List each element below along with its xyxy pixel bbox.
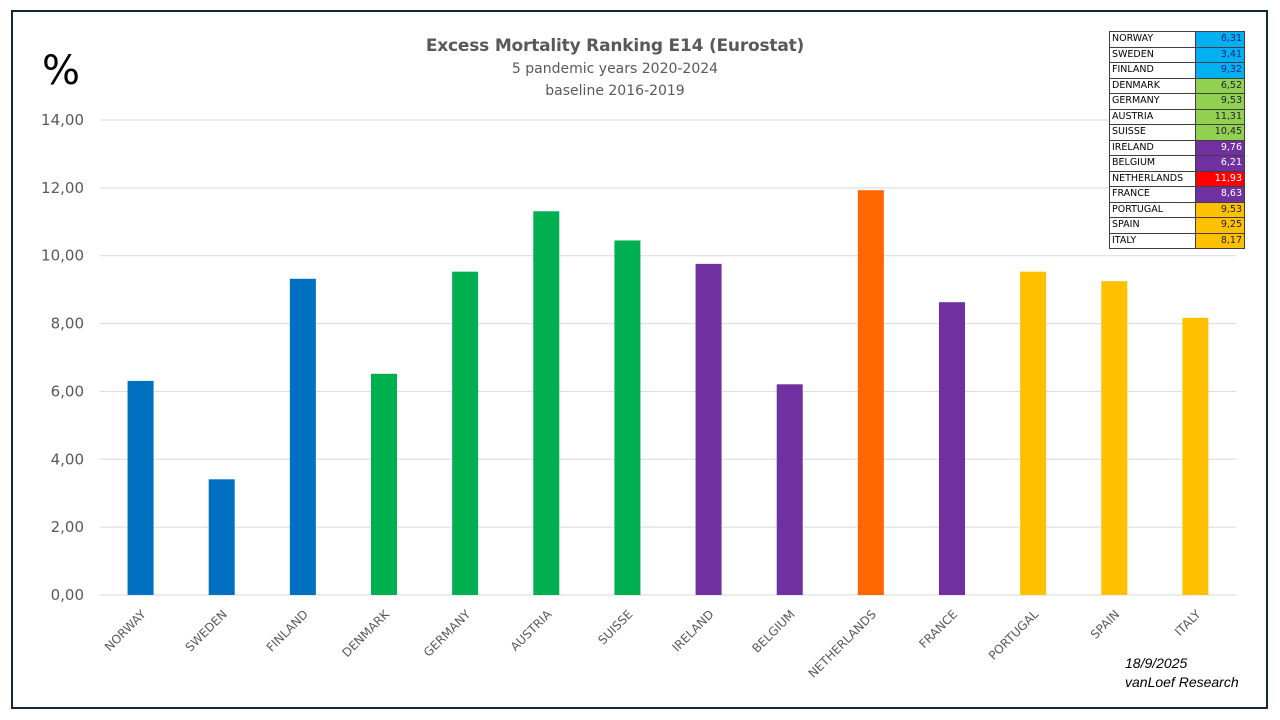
x-tick-label: AUSTRIA xyxy=(508,607,555,654)
legend-row: AUSTRIA 11,31 xyxy=(1109,108,1245,125)
legend-value: 8,17 xyxy=(1195,232,1245,249)
x-axis-ticks: NORWAY SWEDEN FINLAND DENMARK GERMANY AUSTRIA… xyxy=(102,606,1204,680)
bar-france xyxy=(939,302,965,595)
legend-value: 3,41 xyxy=(1195,46,1245,63)
legend-value: 10,45 xyxy=(1195,124,1245,141)
footer-author: vanLoef Research xyxy=(1125,674,1239,690)
legend-country: SWEDEN xyxy=(1109,46,1196,63)
legend-row: NETHERLANDS 11,93 xyxy=(1109,170,1245,187)
legend-value: 6,52 xyxy=(1195,77,1245,94)
legend-value: 6,21 xyxy=(1195,155,1245,172)
y-axis-unit-label: % xyxy=(42,48,81,94)
legend-table: NORWAY 6,31 SWEDEN 3,41 FINLAND 9,32 DENMARK 6,… xyxy=(1109,31,1245,249)
legend-country: SPAIN xyxy=(1109,217,1196,234)
legend-row: IRELAND 9,76 xyxy=(1109,139,1245,156)
legend-value: 9,53 xyxy=(1195,201,1245,218)
legend-value: 9,32 xyxy=(1195,62,1245,79)
bar-ireland xyxy=(695,263,722,595)
legend-country: FINLAND xyxy=(1109,62,1196,79)
x-tick-label: SWEDEN xyxy=(183,607,230,654)
legend-country: DENMARK xyxy=(1109,77,1196,94)
y-axis-ticks: 0,00 2,00 4,00 6,00 8,00 10,00 12,00 14,00 xyxy=(41,111,84,604)
legend-country: SUISSE xyxy=(1109,124,1196,141)
y-tick-label: 14,00 xyxy=(41,111,84,129)
y-tick-label: 10,00 xyxy=(41,247,84,265)
chart-title-block: Excess Mortality Ranking E14 (Eurostat) … xyxy=(0,34,1230,102)
x-tick-label: DENMARK xyxy=(339,606,393,660)
y-tick-label: 6,00 xyxy=(51,382,84,400)
legend-country: PORTUGAL xyxy=(1109,201,1196,218)
legend-row: GERMANY 9,53 xyxy=(1109,93,1245,110)
bars xyxy=(127,190,1209,596)
legend-country: ITALY xyxy=(1109,232,1196,249)
bar-norway xyxy=(127,380,154,595)
legend-country: AUSTRIA xyxy=(1109,108,1196,125)
legend-value: 8,63 xyxy=(1195,186,1245,203)
y-tick-label: 2,00 xyxy=(51,518,84,536)
gridlines xyxy=(100,119,1236,596)
x-tick-label: NETHERLANDS xyxy=(806,607,879,680)
bar-sweden xyxy=(208,479,235,595)
legend-row: SUISSE 10,45 xyxy=(1109,124,1245,141)
bar-finland xyxy=(289,278,316,595)
bar-denmark xyxy=(371,373,397,595)
y-tick-label: 4,00 xyxy=(51,450,84,468)
bar-netherlands xyxy=(857,190,884,595)
x-tick-label: NORWAY xyxy=(102,607,149,654)
legend-value: 11,31 xyxy=(1195,108,1245,125)
legend-row: SWEDEN 3,41 xyxy=(1109,46,1245,63)
x-tick-label: SPAIN xyxy=(1088,607,1123,642)
legend-row: DENMARK 6,52 xyxy=(1109,77,1245,94)
legend-value: 9,53 xyxy=(1195,93,1245,110)
legend-country: GERMANY xyxy=(1109,93,1196,110)
bar-italy xyxy=(1182,317,1209,595)
footer-date: 18/9/2025 xyxy=(1125,655,1188,671)
bar-suisse xyxy=(614,240,641,596)
bar-belgium xyxy=(776,384,803,595)
legend-row: PORTUGAL 9,53 xyxy=(1109,201,1245,218)
x-tick-label: GERMANY xyxy=(421,607,474,660)
x-tick-label: SUISSE xyxy=(595,607,635,647)
bar-spain xyxy=(1101,281,1128,595)
footer: 18/9/2025 vanLoef Research xyxy=(1125,654,1239,692)
legend-row: BELGIUM 6,21 xyxy=(1109,155,1245,172)
legend-row: NORWAY 6,31 xyxy=(1109,31,1245,48)
legend-country: FRANCE xyxy=(1109,186,1196,203)
bar-austria xyxy=(533,211,560,595)
legend-country: BELGIUM xyxy=(1109,155,1196,172)
chart-subtitle-1: 5 pandemic years 2020-2024 xyxy=(511,61,719,77)
y-tick-label: 8,00 xyxy=(51,315,84,333)
legend-row: FRANCE 8,63 xyxy=(1109,186,1245,203)
legend-value: 6,31 xyxy=(1195,31,1245,48)
chart-title: Excess Mortality Ranking E14 (Eurostat) xyxy=(425,36,805,56)
y-tick-label: 12,00 xyxy=(41,179,84,197)
legend-value: 9,76 xyxy=(1195,139,1245,156)
y-tick-label: 0,00 xyxy=(51,586,84,604)
x-tick-label: BELGIUM xyxy=(749,607,797,655)
x-tick-label: IRELAND xyxy=(669,607,716,654)
legend-row: FINLAND 9,32 xyxy=(1109,62,1245,79)
x-tick-label: ITALY xyxy=(1172,607,1204,639)
legend-row: ITALY 8,17 xyxy=(1109,232,1245,249)
legend-value: 11,93 xyxy=(1195,170,1245,187)
legend-country: NETHERLANDS xyxy=(1109,170,1196,187)
bar-germany xyxy=(452,271,479,595)
x-tick-label: FRANCE xyxy=(916,607,960,651)
x-tick-label: PORTUGAL xyxy=(986,607,1042,663)
legend-country: NORWAY xyxy=(1109,31,1196,48)
legend-row: SPAIN 9,25 xyxy=(1109,217,1245,234)
legend-value: 9,25 xyxy=(1195,217,1245,234)
x-tick-label: FINLAND xyxy=(264,607,311,654)
bar-portugal xyxy=(1020,271,1047,595)
chart-subtitle-2: baseline 2016-2019 xyxy=(545,83,685,99)
legend-country: IRELAND xyxy=(1109,139,1196,156)
